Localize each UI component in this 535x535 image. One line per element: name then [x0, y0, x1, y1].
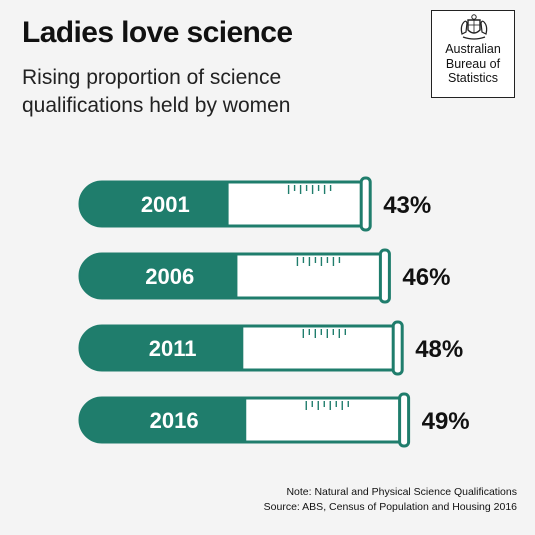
category-label: 2016 [150, 408, 199, 433]
abs-logo-line: Bureau of [445, 56, 501, 71]
value-label: 48% [415, 336, 463, 363]
source-line: Source: ABS, Census of Population and Ho… [263, 500, 517, 513]
tube-fill-bar [80, 398, 247, 442]
tube-fill-bar [80, 254, 238, 298]
value-label: 49% [422, 408, 470, 435]
abs-logo-text: Australian Bureau of Statistics [432, 42, 514, 86]
chart-title: Ladies love science [22, 16, 293, 49]
tube-fill-bar [80, 326, 244, 370]
category-label: 2006 [145, 264, 194, 289]
value-label: 43% [383, 192, 431, 219]
tube-fill-bar [80, 182, 229, 226]
abs-logo: Australian Bureau of Statistics [431, 10, 515, 98]
tube-lip [391, 320, 404, 376]
value-label: 46% [402, 264, 450, 291]
tube-lip [359, 176, 372, 232]
coat-of-arms-icon [460, 14, 488, 40]
note-line: Note: Natural and Physical Science Quali… [286, 486, 517, 498]
chart-subtitle: Rising proportion of science qualificati… [22, 66, 291, 117]
abs-logo-line: Australian [445, 42, 501, 56]
chart-note: Note: Natural and Physical Science Quali… [264, 485, 517, 514]
tube-lip [398, 392, 411, 448]
tube-lip [378, 248, 391, 304]
category-label: 2011 [149, 336, 197, 361]
abs-logo-line: Statistics [447, 71, 498, 85]
category-label: 2001 [141, 192, 190, 217]
